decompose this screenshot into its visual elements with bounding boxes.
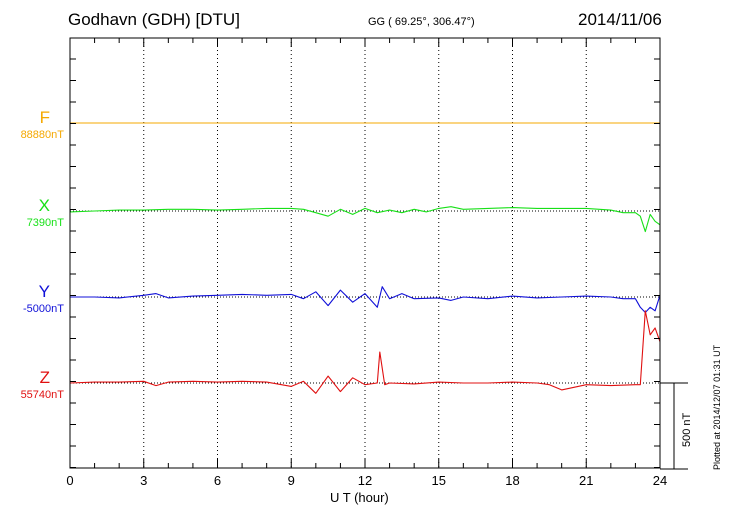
channel-baseline-y: -5000nT <box>23 303 64 315</box>
x-tick-label-15: 15 <box>432 473 446 488</box>
channel-name-x: X <box>38 196 50 215</box>
chart-title-station: Godhavn (GDH) [DTU] <box>68 10 240 29</box>
x-tick-label-3: 3 <box>140 473 147 488</box>
x-tick-label-6: 6 <box>214 473 221 488</box>
series-line-z <box>69 310 661 394</box>
x-tick-label-18: 18 <box>505 473 519 488</box>
x-tick-label-0: 0 <box>66 473 73 488</box>
x-tick-label-12: 12 <box>358 473 372 488</box>
x-tick-label-9: 9 <box>288 473 295 488</box>
chart-title-date: 2014/11/06 <box>578 10 662 29</box>
channel-baseline-f: 88880nT <box>20 129 64 141</box>
series-line-x <box>69 206 661 233</box>
plotted-timestamp: Plotted at 2014/12/07 01:31 UT <box>712 344 722 470</box>
series-line-y <box>70 286 661 314</box>
scale-bar-label: 500 nT <box>681 412 693 447</box>
channel-name-f: F <box>39 108 50 127</box>
x-axis-label: U T (hour) <box>330 490 389 505</box>
channel-name-y: Y <box>38 282 50 301</box>
x-tick-label-24: 24 <box>653 473 667 488</box>
channel-baseline-x: 7390nT <box>26 217 64 229</box>
chart-title-coordinates: GG ( 69.25°, 306.47°) <box>368 16 475 28</box>
axis-layer: 0 3 6 9 12 15 18 21 24 <box>66 37 688 488</box>
channel-baseline-z: 55740nT <box>20 389 64 401</box>
channel-name-z: Z <box>39 368 50 387</box>
series-layer <box>69 122 661 394</box>
x-tick-label-21: 21 <box>579 473 593 488</box>
grid-layer <box>143 38 587 468</box>
